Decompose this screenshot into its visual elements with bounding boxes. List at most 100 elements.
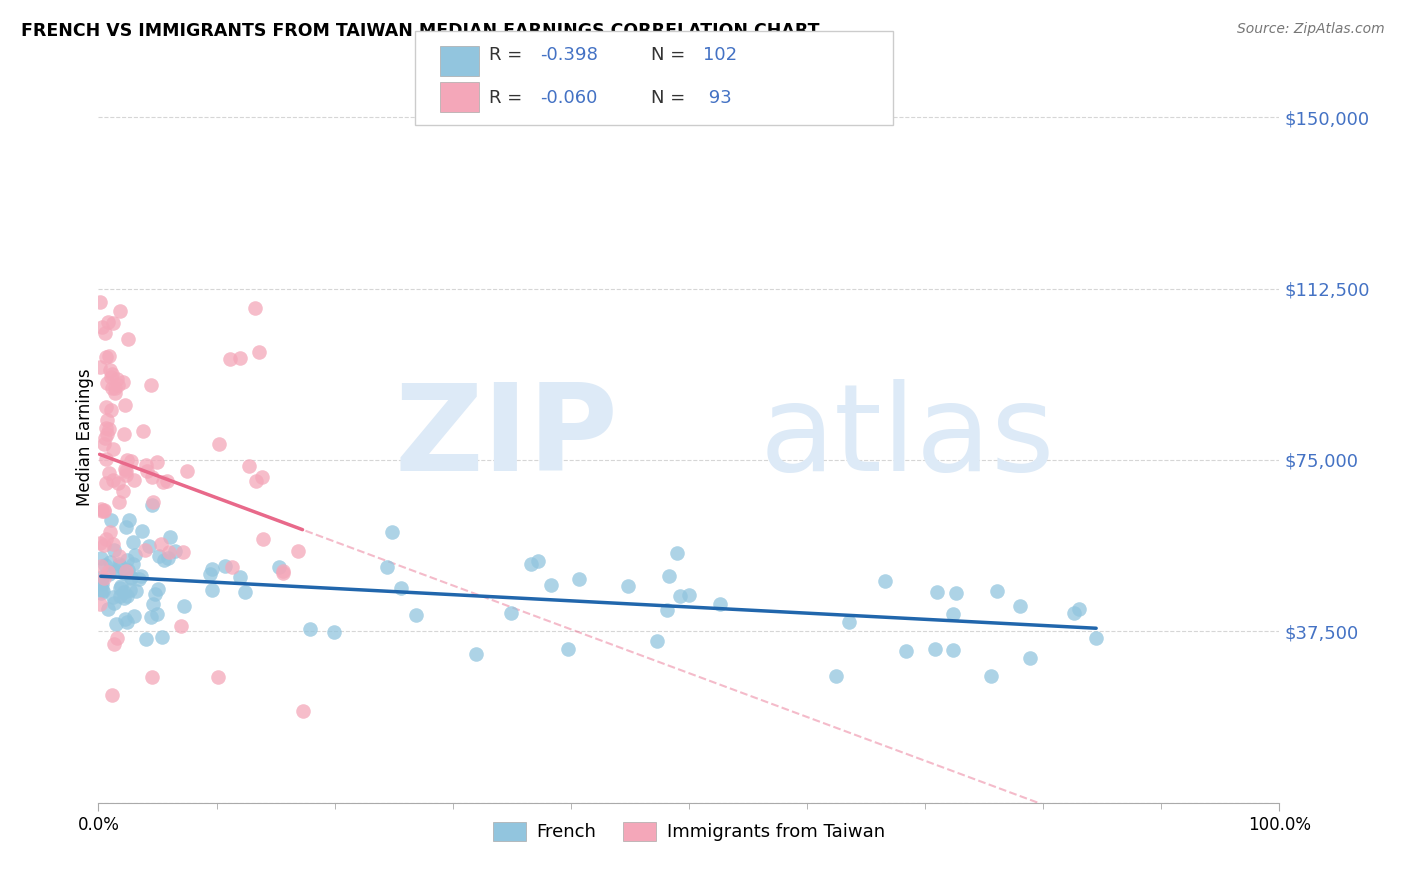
Point bbox=[90, 501, 112, 516]
Point bbox=[128, 572, 150, 586]
Y-axis label: Median Earnings: Median Earnings bbox=[76, 368, 94, 506]
Point bbox=[942, 607, 965, 622]
Point bbox=[115, 553, 138, 567]
Point bbox=[94, 401, 117, 415]
Point bbox=[238, 458, 260, 473]
Point bbox=[141, 470, 163, 484]
Point bbox=[97, 602, 120, 616]
Text: Source: ZipAtlas.com: Source: ZipAtlas.com bbox=[1237, 22, 1385, 37]
Point bbox=[146, 607, 169, 621]
Point bbox=[105, 564, 128, 578]
Point bbox=[235, 584, 257, 599]
Point bbox=[100, 513, 122, 527]
Point bbox=[924, 641, 946, 656]
Point bbox=[134, 543, 156, 558]
Point bbox=[141, 378, 163, 392]
Point bbox=[271, 566, 294, 581]
Point bbox=[131, 424, 153, 438]
Point bbox=[112, 484, 135, 499]
Point bbox=[250, 469, 273, 483]
Point bbox=[124, 548, 146, 562]
Point bbox=[247, 344, 270, 359]
Point bbox=[1063, 606, 1085, 620]
Point bbox=[218, 352, 240, 367]
Point bbox=[135, 458, 157, 473]
Point bbox=[101, 317, 124, 331]
Point bbox=[143, 587, 166, 601]
Point bbox=[405, 607, 427, 622]
Point bbox=[108, 304, 131, 318]
Point bbox=[90, 504, 112, 518]
Point bbox=[201, 582, 224, 597]
Point bbox=[96, 376, 118, 390]
Point bbox=[110, 559, 132, 574]
Point bbox=[107, 378, 129, 392]
Point bbox=[108, 557, 131, 571]
Point bbox=[156, 475, 179, 489]
Point bbox=[93, 504, 115, 518]
Point bbox=[101, 442, 124, 457]
Point bbox=[89, 598, 111, 612]
Point bbox=[107, 476, 129, 491]
Point bbox=[150, 630, 173, 644]
Point bbox=[91, 319, 114, 334]
Point bbox=[172, 545, 194, 559]
Point bbox=[103, 596, 125, 610]
Point bbox=[252, 532, 274, 546]
Point bbox=[169, 618, 191, 632]
Point bbox=[568, 572, 591, 586]
Text: R =: R = bbox=[489, 89, 529, 107]
Point bbox=[291, 705, 314, 719]
Point bbox=[103, 537, 125, 551]
Point bbox=[267, 560, 290, 574]
Point bbox=[90, 558, 112, 573]
Point bbox=[176, 464, 198, 478]
Point bbox=[669, 589, 692, 603]
Point bbox=[114, 462, 136, 476]
Point bbox=[112, 585, 135, 599]
Point bbox=[942, 643, 965, 657]
Point bbox=[945, 586, 967, 600]
Text: R =: R = bbox=[489, 46, 529, 64]
Point bbox=[135, 632, 157, 647]
Point bbox=[120, 453, 142, 467]
Point bbox=[375, 559, 398, 574]
Point bbox=[115, 464, 138, 478]
Point bbox=[103, 590, 125, 604]
Point bbox=[115, 615, 138, 629]
Point bbox=[299, 622, 322, 636]
Point bbox=[115, 467, 138, 482]
Point bbox=[122, 473, 145, 487]
Point bbox=[89, 295, 111, 310]
Point bbox=[98, 555, 121, 569]
Legend: French, Immigrants from Taiwan: French, Immigrants from Taiwan bbox=[486, 814, 891, 848]
Point bbox=[152, 475, 174, 489]
Point bbox=[97, 565, 120, 579]
Point bbox=[96, 476, 118, 491]
Point bbox=[540, 578, 562, 592]
Point bbox=[90, 576, 112, 591]
Point bbox=[91, 577, 114, 591]
Point bbox=[96, 413, 118, 427]
Point bbox=[104, 617, 127, 632]
Point bbox=[115, 564, 138, 578]
Point bbox=[91, 584, 114, 599]
Point bbox=[120, 569, 142, 583]
Point bbox=[709, 597, 731, 611]
Point bbox=[114, 520, 136, 534]
Point bbox=[117, 563, 139, 577]
Point bbox=[120, 571, 142, 585]
Point bbox=[98, 466, 121, 480]
Point bbox=[110, 589, 132, 603]
Point bbox=[141, 669, 163, 683]
Point bbox=[875, 574, 897, 588]
Point bbox=[100, 370, 122, 384]
Point bbox=[101, 689, 124, 703]
Point bbox=[114, 398, 136, 412]
Text: ZIP: ZIP bbox=[394, 378, 619, 496]
Point bbox=[98, 349, 121, 363]
Point bbox=[118, 513, 141, 527]
Point bbox=[93, 437, 115, 451]
Point bbox=[108, 495, 131, 509]
Point bbox=[117, 332, 139, 346]
